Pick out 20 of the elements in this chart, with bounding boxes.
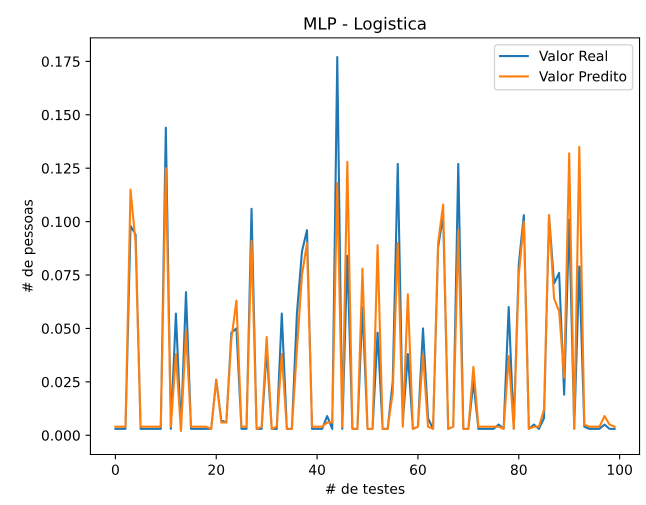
line-series [114, 146, 616, 432]
x-axis-title: # de testes [326, 483, 404, 494]
x-tick-label: 80 [510, 464, 527, 475]
y-tick-label: 0.025 [42, 376, 80, 388]
x-tick-label: 20 [208, 464, 224, 475]
y-tick-label: 0.075 [42, 270, 80, 281]
y-tick-label: 0.000 [42, 430, 80, 441]
y-tick-label: 0.100 [42, 216, 80, 228]
legend-label: Valor Real [539, 50, 607, 62]
y-tick-label: 0.175 [42, 56, 80, 67]
chart-title: MLP - Logistica [304, 16, 426, 34]
x-tick-label: 40 [308, 464, 326, 475]
x-tick-label: 100 [608, 464, 632, 475]
y-axis-title: # de pessoas [22, 200, 36, 292]
legend-label: Valor Predito [539, 70, 626, 82]
y-tick-label: 0.125 [42, 163, 80, 174]
x-tick-label: 0 [112, 464, 119, 475]
x-tick-label: 60 [410, 464, 426, 475]
y-tick-label: 0.150 [42, 110, 80, 120]
y-tick-label: 0.050 [42, 323, 80, 334]
